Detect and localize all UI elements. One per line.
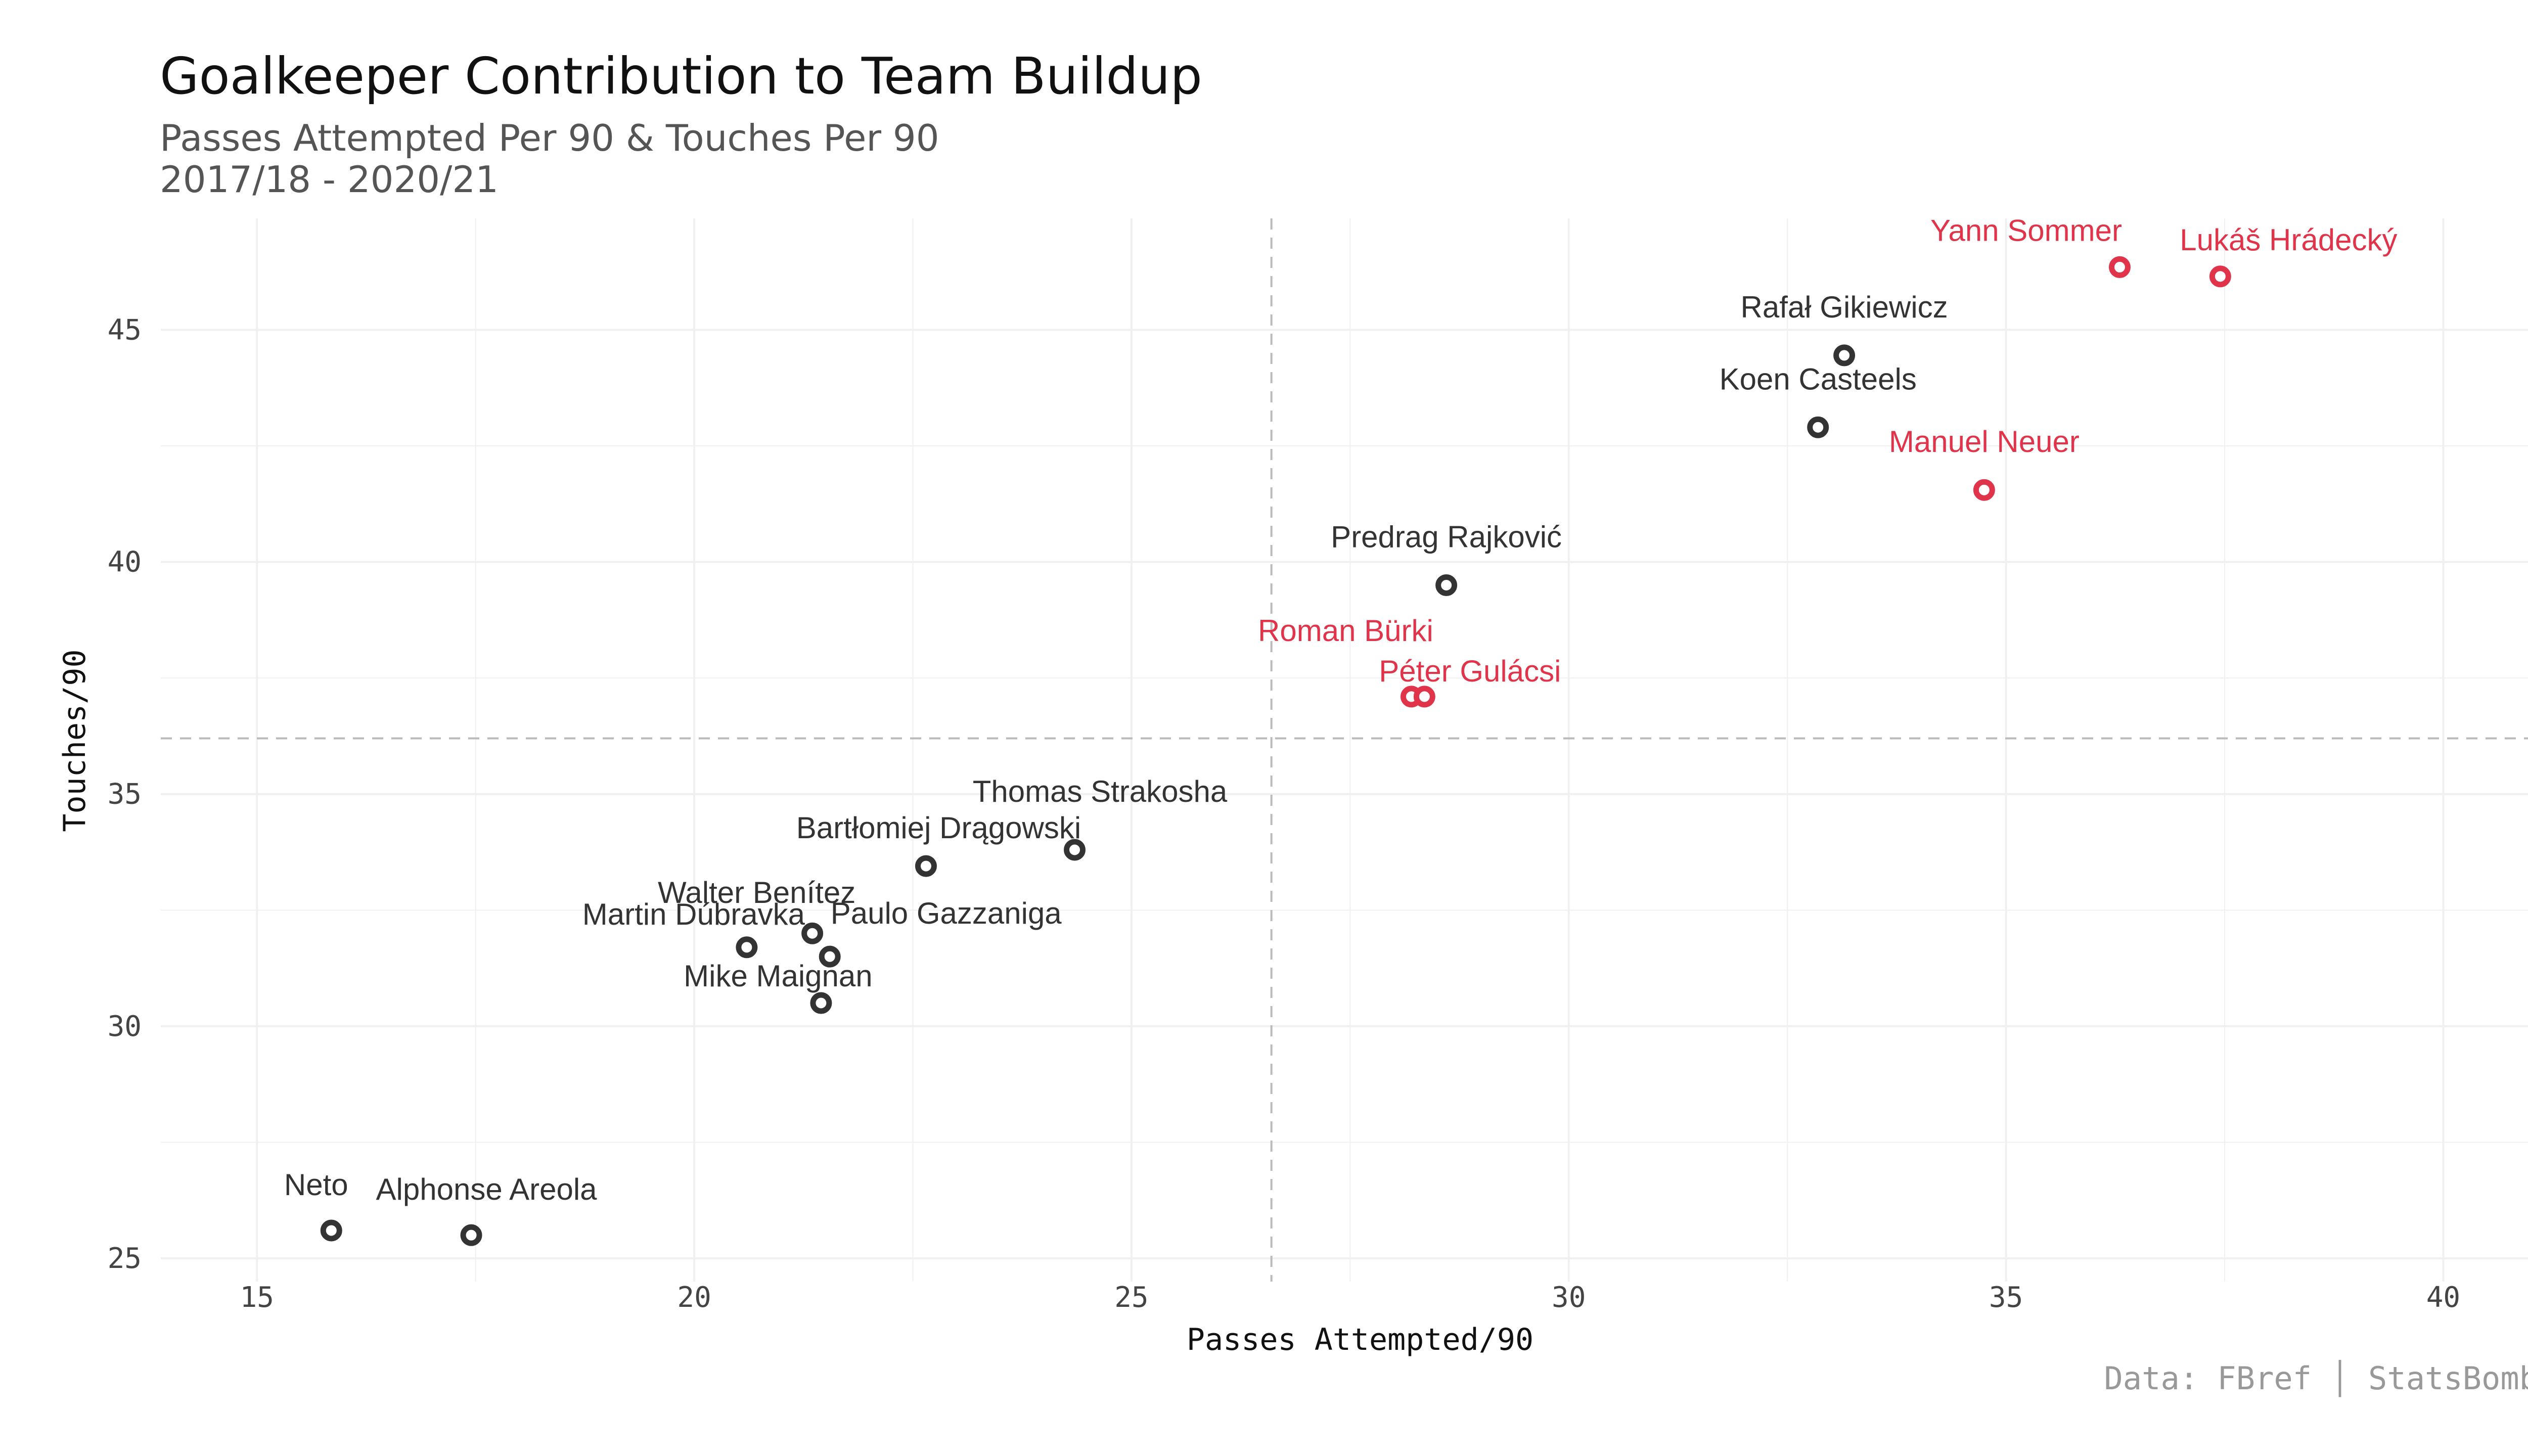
y-axis-title: Touches/90 (57, 649, 93, 832)
point-label: Roman Bürki (1258, 614, 1433, 648)
point-label: Péter Gulácsi (1379, 654, 1561, 688)
point-label: Walter Benítez (658, 876, 855, 909)
data-point (460, 1224, 482, 1246)
y-tick-label: 35 (108, 778, 142, 811)
x-axis-title: Passes Attempted/90 (1187, 1322, 1533, 1357)
data-point (2108, 256, 2131, 278)
data-point (320, 1219, 342, 1242)
y-tick-label: 30 (108, 1010, 142, 1043)
x-tick-label: 35 (1989, 1281, 2023, 1314)
chart-title: Goalkeeper Contribution to Team Buildup (160, 47, 1202, 106)
x-tick-label: 40 (2426, 1281, 2460, 1314)
data-point (819, 945, 841, 968)
data-point (1435, 574, 1458, 596)
grid (161, 218, 2528, 1282)
data-point (2209, 265, 2231, 288)
point-label: Bartłomiej Drągowski (796, 811, 1081, 845)
point-label: Paulo Gazzaniga (831, 896, 1062, 930)
data-point (1413, 686, 1435, 708)
data-point (801, 922, 824, 944)
point-label: Manuel Neuer (1889, 425, 2080, 459)
y-tick-label: 25 (108, 1242, 142, 1275)
point-label: Koen Casteels (1720, 362, 1917, 396)
subtitle-line-1: Passes Attempted Per 90 & Touches Per 90 (160, 117, 939, 159)
data-point (1833, 344, 1856, 367)
point-label: Rafał Gikiewicz (1741, 290, 1948, 324)
point-label: Martin Dúbravka (582, 897, 805, 931)
point-label: Alphonse Areola (376, 1172, 598, 1206)
x-tick-label: 30 (1552, 1281, 1586, 1314)
chart-subtitle: Passes Attempted Per 90 & Touches Per 90… (160, 117, 939, 200)
point-label: Mike Maignan (684, 959, 873, 993)
point-label: Thomas Strakosha (973, 775, 1228, 808)
data-point (736, 936, 758, 959)
point-label: Lukáš Hrádecký (2180, 223, 2397, 257)
data-point (915, 855, 937, 877)
data-point (1807, 416, 1829, 438)
x-tick-label: 20 (677, 1281, 711, 1314)
x-tick-label: 25 (1114, 1281, 1148, 1314)
data-point (1064, 839, 1086, 861)
y-tick-label: 40 (108, 546, 142, 579)
x-tick-label: 15 (240, 1281, 274, 1314)
point-label: Neto (284, 1168, 348, 1202)
data-point (1973, 479, 1995, 501)
y-tick-label: 45 (108, 313, 142, 346)
subtitle-line-2: 2017/18 - 2020/21 (160, 158, 499, 201)
axis-ticks: 15 20 25 30 35 40 25 30 35 40 45 (108, 313, 2461, 1314)
data-source-caption: Data: FBref │ StatsBomb (2104, 1360, 2528, 1397)
point-label: Predrag Rajković (1331, 520, 1562, 554)
data-point (810, 992, 832, 1014)
reference-lines (161, 218, 2528, 1282)
point-labels: Yann Sommer Lukáš Hrádecký Rafał Gikiewicz… (284, 213, 2398, 1206)
point-label: Yann Sommer (1930, 213, 2122, 247)
data-points (320, 256, 2231, 1246)
